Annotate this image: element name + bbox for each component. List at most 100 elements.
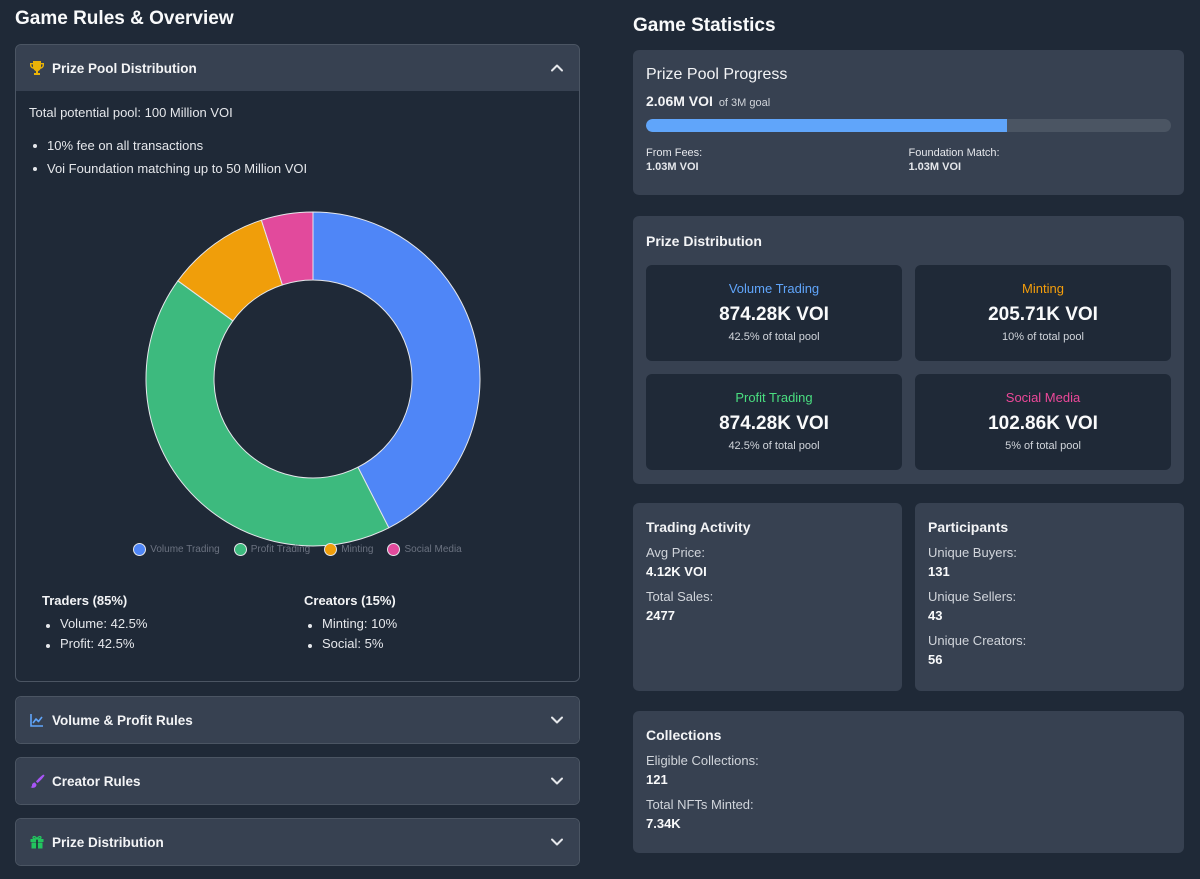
creators-item: Social: 5% (304, 634, 566, 654)
creators-title: Creators (15%) (304, 593, 396, 608)
collections-title: Collections (646, 727, 722, 743)
donut-slice-profit-trading[interactable] (145, 280, 390, 547)
unique-sellers-label: Unique Sellers: (928, 589, 1017, 604)
eligible-collections-value: 121 (646, 772, 668, 787)
total-sales-value: 2477 (646, 608, 675, 623)
chevron-up-icon[interactable] (549, 60, 565, 76)
accordion-volume-profit-header[interactable]: Volume & Profit Rules (16, 697, 579, 743)
dist-box-minting: Minting 205.71K VOI 10% of total pool (915, 265, 1171, 361)
unique-buyers-value: 131 (928, 564, 950, 579)
chevron-down-icon[interactable] (549, 712, 565, 728)
rules-heading: Game Rules & Overview (15, 8, 234, 29)
accordion-prize-distribution-header[interactable]: Prize Distribution (16, 819, 579, 865)
traders-title: Traders (85%) (42, 593, 128, 608)
legend-label: Volume Trading (150, 544, 220, 555)
accordion-volume-profit-rules: Volume & Profit Rules (15, 696, 580, 744)
dist-box-value: 874.28K VOI (719, 413, 829, 434)
trophy-icon (28, 59, 46, 77)
dist-box-label: Volume Trading (728, 281, 820, 296)
creators-list: Minting: 10% Social: 5% (304, 614, 566, 654)
legend-swatch (324, 543, 338, 556)
legend-label: Social Media (404, 544, 462, 555)
legend-item-volume-trading[interactable]: Volume Trading (133, 543, 220, 556)
donut-slice-social-media[interactable] (260, 211, 314, 286)
unique-creators: Unique Creators: 56 (928, 633, 1171, 667)
legend-swatch (233, 543, 247, 556)
legend-label: Minting (341, 544, 374, 555)
progress-title: Prize Pool Progress (646, 66, 788, 83)
progress-bar (646, 119, 1171, 132)
avg-price-label: Avg Price: (646, 545, 706, 560)
participants-card: Participants Unique Buyers: 131 Unique S… (915, 503, 1184, 691)
accordion-prize-pool-body: Total potential pool: 100 Million VOI 10… (16, 91, 579, 681)
total-sales: Total Sales: 2477 (646, 589, 889, 623)
donut-slice-volume-trading[interactable] (312, 211, 481, 529)
trading-activity-card: Trading Activity Avg Price: 4.12K VOI To… (633, 503, 902, 691)
creators-column: Creators (15%) Minting: 10% Social: 5% (304, 593, 566, 654)
statistics-heading: Game Statistics (633, 15, 776, 36)
gift-icon (28, 833, 46, 851)
prize-distribution-title: Prize Distribution (646, 233, 762, 249)
from-fees-value: 1.03M VOI (646, 161, 699, 173)
chevron-down-icon[interactable] (549, 773, 565, 789)
unique-creators-label: Unique Creators: (928, 633, 1027, 648)
total-nfts-minted: Total NFTs Minted: 7.34K (646, 797, 1171, 831)
accordion-prize-distribution-title: Prize Distribution (52, 834, 164, 850)
foundation-match-label: Foundation Match: (908, 147, 1000, 159)
dist-box-label: Social Media (1005, 390, 1081, 405)
dist-box-value: 205.71K VOI (988, 304, 1098, 325)
unique-buyers-label: Unique Buyers: (928, 545, 1017, 560)
from-fees: From Fees: 1.03M VOI (646, 147, 909, 173)
dist-box-social-media: Social Media 102.86K VOI 5% of total poo… (915, 374, 1171, 470)
unique-creators-value: 56 (928, 652, 943, 667)
prize-distribution-card: Prize Distribution Volume Trading 874.28… (633, 216, 1184, 484)
participants-title: Participants (928, 519, 1009, 535)
total-pool-text: Total potential pool: 100 Million VOI (29, 105, 233, 120)
eligible-collections: Eligible Collections: 121 (646, 753, 1171, 787)
accordion-prize-pool-header[interactable]: Prize Pool Distribution (16, 45, 579, 91)
split-summary: Traders (85%) Volume: 42.5% Profit: 42.5… (42, 593, 566, 654)
legend-item-minting[interactable]: Minting (324, 543, 373, 556)
chart-legend: Volume Trading Profit Trading Minting So… (16, 543, 579, 556)
from-fees-label: From Fees: (646, 147, 703, 159)
avg-price: Avg Price: 4.12K VOI (646, 545, 889, 579)
progress-amount-value: 2.06M VOI (646, 93, 713, 109)
unique-buyers: Unique Buyers: 131 (928, 545, 1171, 579)
total-nfts-minted-label: Total NFTs Minted: (646, 797, 754, 812)
legend-item-profit-trading[interactable]: Profit Trading (233, 543, 311, 556)
accordion-creator-rules-header[interactable]: Creator Rules (16, 758, 579, 804)
legend-swatch (387, 543, 401, 556)
total-sales-label: Total Sales: (646, 589, 714, 604)
progress-breakdown: From Fees: 1.03M VOI Foundation Match: 1… (646, 147, 1171, 173)
legend-item-social-media[interactable]: Social Media (387, 543, 462, 556)
legend-label: Profit Trading (250, 544, 311, 555)
dist-box-pct: 5% of total pool (1005, 440, 1081, 452)
distribution-grid: Volume Trading 874.28K VOI 42.5% of tota… (646, 265, 1171, 470)
dist-box-pct: 42.5% of total pool (728, 440, 820, 452)
eligible-collections-label: Eligible Collections: (646, 753, 759, 768)
distribution-doughnut-chart (16, 189, 579, 569)
accordion-prize-pool-title: Prize Pool Distribution (52, 60, 197, 76)
unique-sellers-value: 43 (928, 608, 943, 623)
progress-amount: 2.06M VOI of 3M goal (646, 93, 1171, 109)
avg-price-value: 4.12K VOI (646, 564, 707, 579)
accordion-creator-rules-title: Creator Rules (52, 773, 141, 789)
progress-bar-fill (646, 119, 1007, 132)
accordion-creator-rules: Creator Rules (15, 757, 580, 805)
traders-list: Volume: 42.5% Profit: 42.5% (42, 614, 304, 654)
traders-item: Profit: 42.5% (42, 634, 304, 654)
creators-item: Minting: 10% (304, 614, 566, 634)
accordion-prize-distribution: Prize Distribution (15, 818, 580, 866)
accordion-volume-profit-title: Volume & Profit Rules (52, 712, 193, 728)
dist-box-pct: 42.5% of total pool (728, 331, 820, 343)
pool-bullets: 10% fee on all transactions Voi Foundati… (29, 134, 566, 180)
foundation-match-value: 1.03M VOI (908, 161, 962, 173)
collections-card: Collections Eligible Collections: 121 To… (633, 711, 1184, 853)
dist-box-pct: 10% of total pool (1002, 331, 1084, 343)
pool-bullet: Voi Foundation matching up to 50 Million… (29, 157, 566, 180)
dist-box-label: Minting (1022, 281, 1064, 296)
doughnut-svg (145, 211, 481, 547)
dist-box-volume-trading: Volume Trading 874.28K VOI 42.5% of tota… (646, 265, 902, 361)
chevron-down-icon[interactable] (549, 834, 565, 850)
traders-item: Volume: 42.5% (42, 614, 304, 634)
